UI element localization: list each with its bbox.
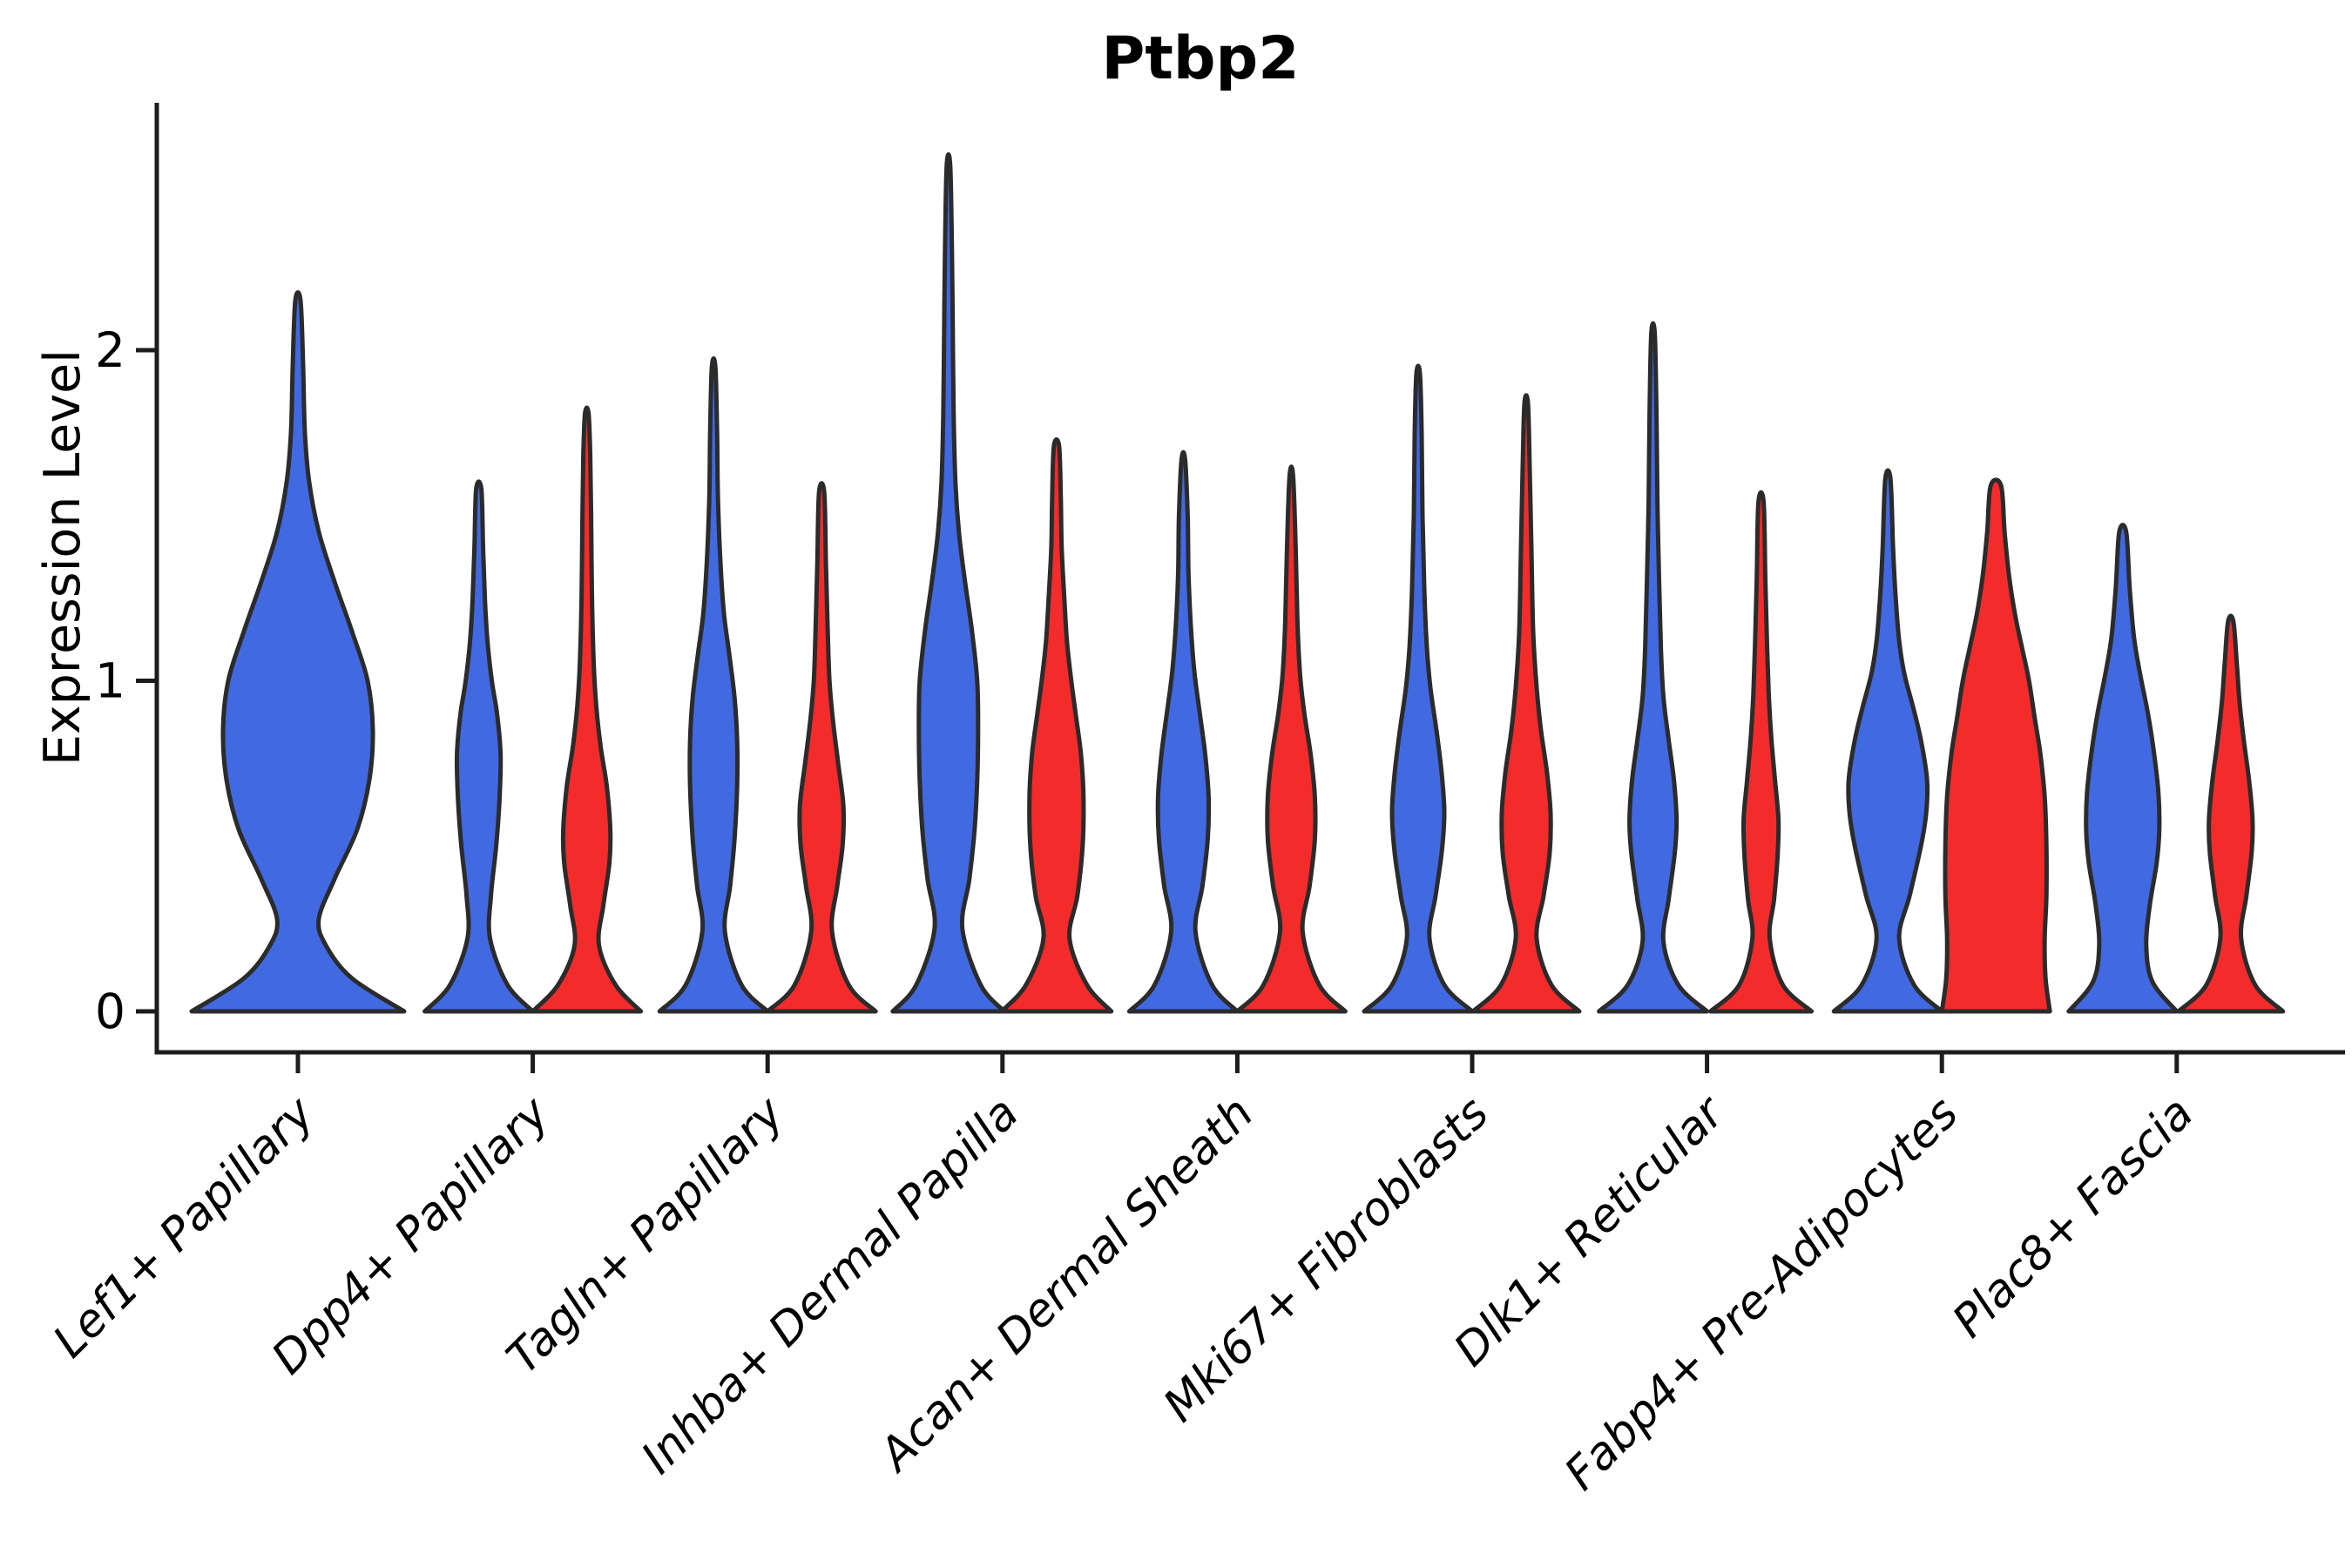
violin-mki67-fibroblasts-blue bbox=[1362, 363, 1475, 1014]
violin-inhba-dermal-papilla-red bbox=[999, 436, 1114, 1014]
y-tick-label: 0 bbox=[95, 983, 125, 1039]
violin-lef1-papillary-blue bbox=[189, 290, 407, 1014]
violin-tagln-papillary-red bbox=[765, 481, 878, 1014]
y-tick-label: 1 bbox=[95, 653, 125, 709]
y-tick-label: 2 bbox=[95, 322, 125, 378]
y-axis-title: Expression Level bbox=[34, 349, 91, 766]
violin-dlk1-reticular-blue bbox=[1597, 321, 1710, 1014]
violin-dpp4-papillary-red bbox=[531, 405, 644, 1014]
axis-spines bbox=[154, 103, 2345, 1055]
violin-fabp4-pre-adipocytes-blue bbox=[1831, 468, 1944, 1014]
violin-acan-dermal-sheath-blue bbox=[1126, 449, 1240, 1014]
violin-plac8-fascia-red bbox=[2176, 613, 2286, 1014]
chart-title: Ptbp2 bbox=[1101, 24, 1300, 93]
violin-inhba-dermal-papilla-blue bbox=[890, 152, 1007, 1014]
violin-fabp4-pre-adipocytes-red bbox=[1939, 477, 2052, 1014]
violin-mki67-fibroblasts-red bbox=[1470, 393, 1582, 1014]
violin-plac8-fascia-blue bbox=[2066, 523, 2180, 1014]
violin-acan-dermal-sheath-red bbox=[1234, 464, 1348, 1014]
violin-dlk1-reticular-red bbox=[1708, 490, 1815, 1014]
violin-tagln-papillary-blue bbox=[657, 355, 770, 1014]
violin-dpp4-papillary-blue bbox=[422, 479, 536, 1014]
